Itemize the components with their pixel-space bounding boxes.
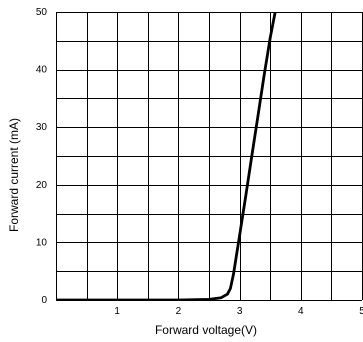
iv-curve-line — [56, 12, 277, 300]
y-tick-label: 30 — [36, 122, 48, 133]
y-tick-label: 20 — [36, 180, 48, 191]
y-tick-label: 10 — [36, 237, 48, 248]
x-axis-label: Forward voltage(V) — [155, 323, 257, 337]
chart-grid — [56, 12, 363, 301]
chart-series — [56, 12, 277, 300]
y-tick-label: 40 — [36, 65, 48, 76]
y-tick-labels: 0 10 20 30 40 50 — [36, 7, 48, 306]
x-tick-label: 3 — [237, 306, 243, 317]
x-tick-label: 2 — [176, 306, 182, 317]
y-tick-label: 0 — [41, 295, 47, 306]
x-tick-label: 4 — [298, 306, 304, 317]
x-tick-label: 1 — [114, 306, 120, 317]
x-tick-labels: 1 2 3 4 5 — [114, 306, 363, 317]
x-tick-label: 5 — [359, 306, 363, 317]
y-axis-label: Forward current (mA) — [7, 118, 21, 232]
y-tick-label: 50 — [36, 7, 48, 18]
